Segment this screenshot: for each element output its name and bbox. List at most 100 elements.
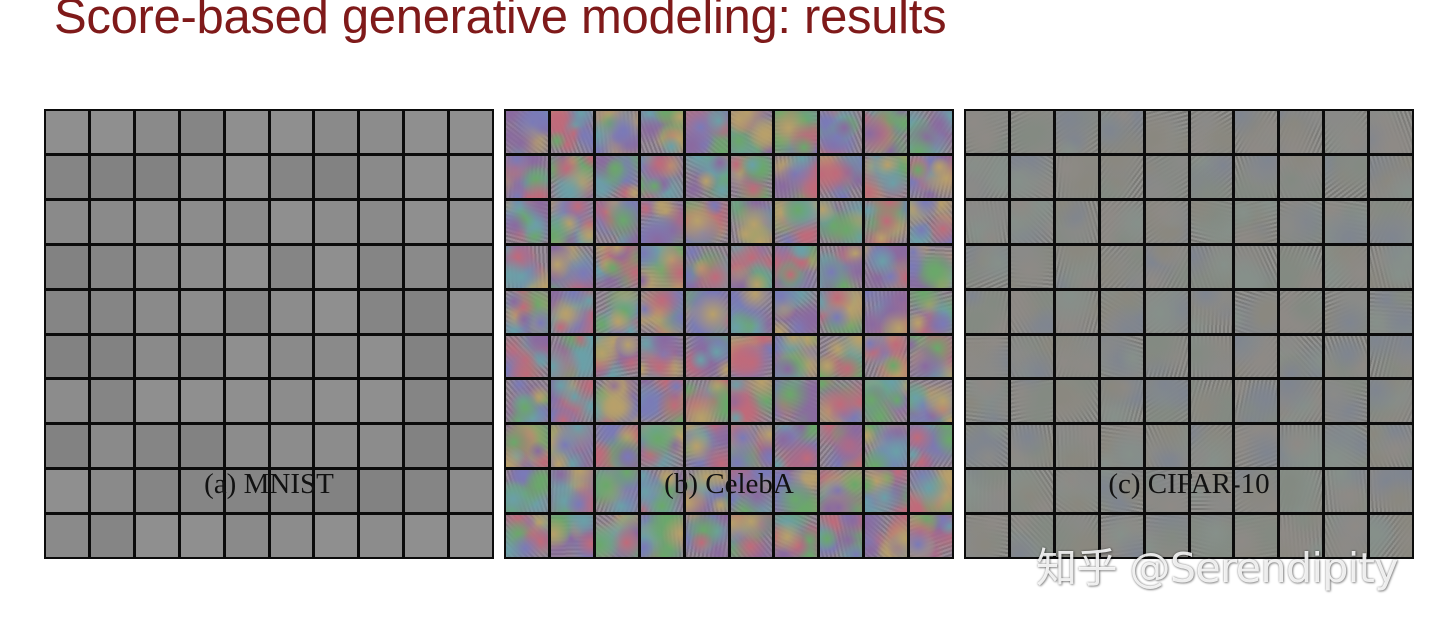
sample-image xyxy=(90,380,133,423)
sample-image xyxy=(730,380,773,423)
sample-image xyxy=(910,515,952,557)
sample-image xyxy=(46,470,88,513)
sample-image xyxy=(1190,335,1233,378)
sample-image xyxy=(506,335,548,378)
sample-image xyxy=(685,290,728,333)
sample-image xyxy=(550,425,593,468)
sample-image xyxy=(550,200,593,243)
sample-image xyxy=(730,470,773,513)
sample-image xyxy=(450,335,492,378)
sample-image xyxy=(225,335,268,378)
sample-image xyxy=(506,290,548,333)
sample-image xyxy=(730,515,773,557)
sample-image xyxy=(595,425,638,468)
sample-image xyxy=(46,245,88,288)
sample-image xyxy=(1145,380,1188,423)
sample-image xyxy=(506,111,548,153)
sample-image xyxy=(1280,111,1323,153)
sample-image xyxy=(315,111,358,153)
sample-image xyxy=(865,111,908,153)
sample-image xyxy=(865,470,908,513)
sample-image xyxy=(506,425,548,468)
sample-image xyxy=(405,245,448,288)
sample-image xyxy=(270,155,313,198)
sample-image xyxy=(1190,380,1233,423)
sample-image xyxy=(450,470,492,513)
sample-image xyxy=(1010,155,1053,198)
sample-image xyxy=(46,111,88,153)
sample-image xyxy=(90,470,133,513)
sample-image xyxy=(360,155,403,198)
sample-image xyxy=(966,111,1008,153)
sample-image xyxy=(1370,155,1412,198)
sample-image xyxy=(865,335,908,378)
sample-image xyxy=(640,380,683,423)
sample-image xyxy=(315,290,358,333)
sample-image xyxy=(966,470,1008,513)
sample-image xyxy=(550,245,593,288)
sample-image xyxy=(730,200,773,243)
sample-image xyxy=(405,515,448,557)
sample-image xyxy=(640,200,683,243)
sample-image xyxy=(865,380,908,423)
sample-image xyxy=(820,200,863,243)
sample-image xyxy=(1190,290,1233,333)
sample-image xyxy=(640,245,683,288)
sample-image xyxy=(730,425,773,468)
sample-image xyxy=(1145,155,1188,198)
sample-image xyxy=(595,155,638,198)
sample-image xyxy=(1055,470,1098,513)
sample-image xyxy=(1100,290,1143,333)
sample-image xyxy=(1010,470,1053,513)
sample-image xyxy=(270,200,313,243)
sample-image xyxy=(775,245,818,288)
sample-image xyxy=(405,425,448,468)
sample-image xyxy=(966,245,1008,288)
sample-image xyxy=(46,200,88,243)
sample-image xyxy=(1100,200,1143,243)
sample-image xyxy=(1055,380,1098,423)
sample-image xyxy=(90,335,133,378)
sample-image xyxy=(90,111,133,153)
sample-image xyxy=(90,200,133,243)
sample-image xyxy=(910,335,952,378)
sample-image xyxy=(270,111,313,153)
sample-image xyxy=(1235,335,1278,378)
sample-image xyxy=(46,515,88,557)
sample-image xyxy=(90,515,133,557)
sample-image xyxy=(360,380,403,423)
sample-image xyxy=(1235,515,1278,557)
sample-image xyxy=(730,290,773,333)
sample-image xyxy=(225,111,268,153)
sample-image xyxy=(180,335,223,378)
sample-image xyxy=(135,335,178,378)
sample-image xyxy=(640,425,683,468)
celeba-caption: (b) CelebA xyxy=(664,468,794,500)
sample-image xyxy=(820,290,863,333)
sample-image xyxy=(865,155,908,198)
sample-image xyxy=(865,515,908,557)
sample-image xyxy=(46,425,88,468)
sample-image xyxy=(1010,425,1053,468)
sample-image xyxy=(966,425,1008,468)
sample-image xyxy=(1235,470,1278,513)
sample-image xyxy=(1010,335,1053,378)
cifar10-sample-grid xyxy=(964,109,1414,559)
sample-image xyxy=(685,470,728,513)
sample-image xyxy=(90,290,133,333)
sample-image xyxy=(1370,290,1412,333)
sample-image xyxy=(270,425,313,468)
sample-image xyxy=(1190,200,1233,243)
sample-image xyxy=(865,290,908,333)
zhihu-watermark: 知乎 @Serendipity xyxy=(1036,544,1399,592)
sample-image xyxy=(550,111,593,153)
sample-image xyxy=(910,470,952,513)
sample-image xyxy=(640,155,683,198)
sample-image xyxy=(315,470,358,513)
sample-image xyxy=(1055,425,1098,468)
sample-image xyxy=(1010,515,1053,557)
sample-image xyxy=(1325,290,1368,333)
sample-image xyxy=(225,425,268,468)
sample-image xyxy=(595,200,638,243)
sample-image xyxy=(135,380,178,423)
